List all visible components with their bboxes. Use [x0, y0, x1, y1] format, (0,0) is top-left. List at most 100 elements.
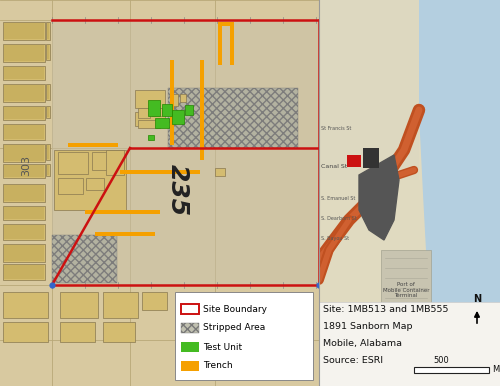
Bar	[4, 107, 44, 119]
Text: 303: 303	[21, 154, 31, 176]
Text: Mobile, Alabama: Mobile, Alabama	[323, 339, 402, 348]
Text: 1891 Sanborn Map: 1891 Sanborn Map	[323, 322, 412, 331]
Bar	[142, 292, 167, 310]
Bar	[319, 0, 419, 180]
Text: Source: ESRI: Source: ESRI	[323, 356, 383, 365]
Bar	[3, 322, 48, 342]
Bar	[181, 342, 199, 352]
Bar	[230, 25, 234, 65]
Text: 500: 500	[434, 356, 450, 365]
Bar	[4, 165, 44, 177]
Bar	[47, 145, 49, 159]
Bar	[170, 60, 174, 145]
Text: S. Emanuel St: S. Emanuel St	[321, 196, 356, 201]
Bar	[3, 84, 45, 102]
Bar	[58, 152, 88, 174]
Bar	[347, 155, 361, 167]
Bar	[47, 23, 49, 39]
Bar	[92, 152, 122, 170]
Bar	[58, 178, 83, 194]
Text: 235: 235	[166, 164, 190, 216]
Bar	[381, 250, 431, 330]
Bar	[52, 235, 117, 283]
Bar	[3, 124, 45, 140]
Bar	[95, 232, 155, 236]
Bar	[46, 164, 50, 176]
Bar	[168, 88, 298, 148]
Bar	[3, 144, 45, 162]
Bar	[363, 148, 379, 168]
Text: Meters: Meters	[492, 366, 500, 374]
Bar	[4, 207, 44, 219]
Bar	[86, 178, 104, 190]
Text: S. Dearborn St: S. Dearborn St	[321, 216, 357, 221]
Bar	[46, 84, 50, 100]
Polygon shape	[359, 155, 399, 240]
Bar	[3, 164, 45, 178]
Bar	[46, 22, 50, 40]
Bar	[120, 170, 200, 174]
Bar	[3, 22, 45, 40]
Bar	[152, 108, 162, 116]
Bar	[4, 185, 44, 201]
Bar	[4, 245, 44, 261]
Bar	[47, 45, 49, 59]
Bar	[185, 105, 193, 115]
Bar	[138, 120, 160, 128]
Bar	[85, 210, 160, 214]
Polygon shape	[319, 0, 339, 80]
Bar	[103, 292, 138, 318]
Bar	[3, 264, 45, 280]
Bar	[47, 85, 49, 99]
Bar	[170, 94, 178, 106]
Text: Port of
Mobile Container
Terminal: Port of Mobile Container Terminal	[383, 282, 429, 298]
Bar	[3, 224, 45, 240]
Bar	[47, 165, 49, 175]
Bar	[3, 184, 45, 202]
Bar	[4, 225, 44, 239]
Text: Site: 1MB513 and 1MB555: Site: 1MB513 and 1MB555	[323, 305, 448, 314]
Text: Test Unit: Test Unit	[203, 342, 242, 352]
Bar	[3, 292, 48, 318]
Bar	[4, 23, 44, 39]
Bar	[4, 145, 44, 161]
Bar	[181, 361, 199, 371]
Text: Trench: Trench	[203, 362, 232, 371]
Bar	[52, 20, 319, 285]
Text: Canal St: Canal St	[321, 164, 347, 169]
Bar	[46, 44, 50, 60]
Bar	[218, 25, 222, 65]
Bar	[172, 110, 184, 124]
Bar	[68, 143, 118, 147]
Bar	[181, 323, 199, 333]
Bar	[148, 135, 154, 140]
Bar	[47, 107, 49, 117]
Bar	[218, 22, 234, 26]
Bar	[162, 104, 172, 116]
Text: S. Bayou St: S. Bayou St	[321, 236, 349, 241]
Bar	[319, 302, 500, 386]
Bar	[3, 206, 45, 220]
Bar	[155, 118, 169, 128]
Text: Site Boundary: Site Boundary	[203, 305, 267, 313]
Bar	[175, 292, 313, 380]
Bar	[3, 244, 45, 262]
Bar	[60, 322, 95, 342]
Bar	[200, 60, 204, 160]
Bar	[60, 292, 98, 318]
Bar	[103, 322, 135, 342]
Text: St Francis St: St Francis St	[321, 126, 352, 131]
Bar	[46, 144, 50, 160]
Bar	[4, 45, 44, 61]
Bar	[135, 112, 165, 126]
Bar	[215, 168, 225, 176]
Bar	[46, 106, 50, 118]
Bar	[3, 44, 45, 62]
Bar	[4, 125, 44, 139]
Bar	[4, 265, 44, 279]
Bar	[138, 108, 150, 118]
Bar	[4, 85, 44, 101]
Bar	[4, 67, 44, 79]
Polygon shape	[419, 0, 500, 386]
Text: N: N	[473, 294, 481, 304]
